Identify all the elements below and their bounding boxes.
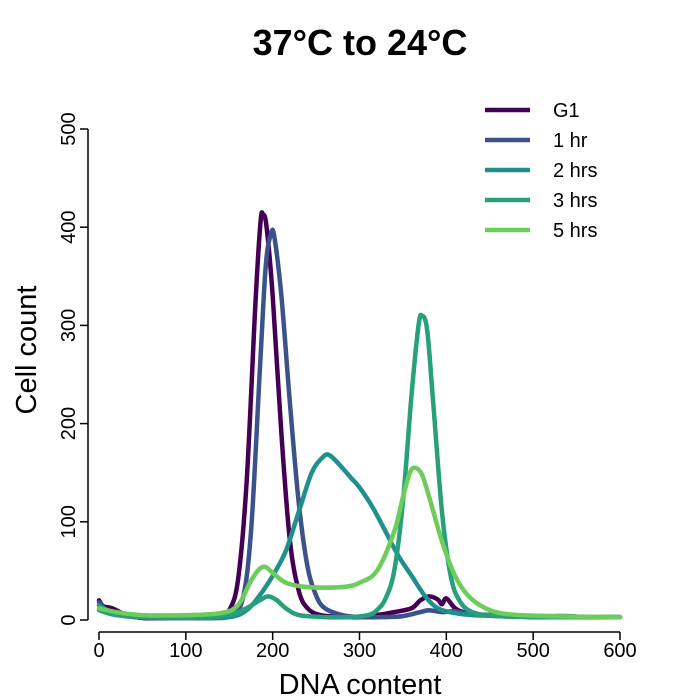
y-axis-label: Cell count (11, 286, 43, 415)
x-tick-label: 600 (603, 640, 636, 662)
series-line-1 (96, 227, 623, 621)
x-tick-label: 300 (343, 640, 376, 662)
x-tick-label: 400 (430, 640, 463, 662)
y-tick-label: 0 (58, 614, 80, 625)
series-line-4 (96, 465, 623, 620)
y-tick-label: 200 (58, 407, 80, 440)
legend-label: G1 (553, 100, 580, 122)
y-tick-label: 100 (58, 505, 80, 538)
series-line-3 (96, 312, 623, 620)
x-tick-label: 0 (93, 640, 104, 662)
y-tick-label: 500 (58, 112, 80, 145)
y-tick-label: 300 (58, 309, 80, 342)
legend: G1 1 hr 2 hrs 3 hrs 5 hrs (485, 100, 597, 242)
chart-title: 37°C to 24°C (253, 22, 468, 63)
legend-label: 3 hrs (553, 190, 597, 212)
y-tick-label: 400 (58, 211, 80, 244)
x-tick-label: 100 (169, 640, 202, 662)
x-ticks: 0 100 200 300 400 500 600 (93, 632, 637, 662)
series-line-0 (96, 210, 623, 621)
legend-label: 1 hr (553, 130, 588, 152)
y-ticks: 0 100 200 300 400 500 (58, 112, 88, 626)
plot-series (96, 210, 623, 621)
x-tick-label: 200 (256, 640, 289, 662)
legend-label: 2 hrs (553, 160, 597, 182)
x-axis-label: DNA content (279, 669, 442, 700)
series-line-2 (96, 452, 623, 621)
x-tick-label: 500 (516, 640, 549, 662)
legend-label: 5 hrs (553, 220, 597, 242)
